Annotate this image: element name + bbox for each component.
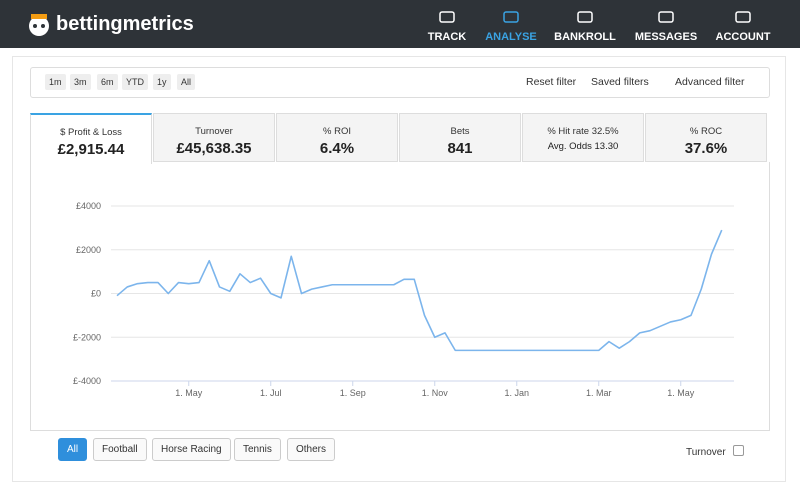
sport-button[interactable]: Others (287, 438, 336, 461)
x-tick-label: 1. Nov (422, 388, 449, 398)
nav-icon (735, 11, 751, 23)
filter-action[interactable]: Saved filters (591, 76, 649, 88)
x-tick-label: 1. Jul (260, 388, 282, 398)
sport-button[interactable]: Football (93, 438, 147, 461)
turnover-checkbox[interactable] (733, 445, 744, 456)
period-button[interactable]: YTD (122, 74, 148, 90)
nav-item[interactable]: ANALYSE (466, 0, 556, 48)
filter-action[interactable]: Reset filter (526, 76, 577, 88)
tab-value: £2,915.44 (57, 141, 125, 158)
chart-panel: £-4000 £-2000 £0 £2000 £4000 1. May 1. Jul 1. S… (30, 162, 770, 431)
tab-label: % ROI (323, 126, 351, 137)
metric-tab[interactable]: $ Profit & Loss £2,915.44 (30, 113, 152, 164)
period-button[interactable]: 6m (97, 74, 118, 90)
tab-label: $ Profit & Loss (60, 127, 122, 138)
x-tick-label: 1. Sep (340, 388, 366, 398)
content-frame (12, 56, 786, 482)
y-tick-label: £2000 (76, 245, 101, 255)
x-tick-label: 1. Jan (504, 388, 529, 398)
x-tick-label: 1. May (667, 388, 695, 398)
tab-label: Bets (450, 126, 470, 137)
nav-item[interactable]: ACCOUNT (698, 0, 788, 48)
metric-tab[interactable]: Turnover £45,638.35 (153, 113, 275, 162)
nav-item[interactable]: BANKROLL (540, 0, 630, 48)
nav-icon (577, 11, 593, 23)
period-button[interactable]: All (177, 74, 196, 90)
nav-label: TRACK (427, 31, 467, 43)
period-button[interactable]: 1y (153, 74, 171, 90)
nav-item[interactable]: TRACK (402, 0, 492, 48)
x-tick-label: 1. May (175, 388, 203, 398)
nav-icon (658, 11, 674, 23)
tab-label: % ROC (689, 126, 723, 137)
brand[interactable]: bettingmetrics (56, 13, 194, 35)
y-tick-label: £0 (91, 289, 101, 299)
tab-value: 37.6% (684, 140, 728, 157)
filter-action[interactable]: Advanced filter (675, 76, 745, 88)
tab-value: Avg. Odds 13.30 (547, 141, 619, 152)
sport-button[interactable]: Horse Racing (152, 438, 231, 461)
x-tick-label: 1. Mar (586, 388, 612, 398)
period-button[interactable]: 1m (45, 74, 66, 90)
sport-button[interactable]: Tennis (234, 438, 281, 461)
turnover-label[interactable]: Turnover (686, 447, 726, 458)
nav-label: MESSAGES (634, 31, 698, 43)
line-series (116, 229, 723, 352)
nav-item[interactable]: MESSAGES (621, 0, 711, 48)
tab-label: Turnover (195, 126, 233, 137)
logo (29, 14, 49, 36)
sport-button[interactable]: All (58, 438, 88, 461)
tab-value: £45,638.35 (176, 140, 252, 157)
nav-label: ANALYSE (485, 31, 537, 43)
metric-tab[interactable]: Bets 841 (399, 113, 521, 162)
nav-label: ACCOUNT (715, 31, 771, 43)
chart: £-4000 £-2000 £0 £2000 £4000 1. May 1. Jul 1. S… (73, 201, 734, 398)
nav-icon (503, 11, 519, 23)
period-button[interactable]: 3m (70, 74, 91, 90)
header: bettingmetrics TRACK ANALYSE BANKROLL MESSA… (0, 0, 800, 48)
y-tick-label: £-4000 (73, 376, 101, 386)
nav-label: BANKROLL (554, 31, 616, 43)
tab-value: 841 (447, 140, 473, 157)
nav-icon (439, 11, 455, 23)
metric-tab[interactable]: % Hit rate 32.5% Avg. Odds 13.30 (522, 113, 644, 162)
tab-value: 6.4% (319, 140, 355, 157)
tab-label: % Hit rate 32.5% (547, 126, 619, 137)
y-tick-label: £4000 (76, 201, 101, 211)
metric-tab[interactable]: % ROC 37.6% (645, 113, 767, 162)
y-tick-label: £-2000 (73, 332, 101, 342)
metric-tab[interactable]: % ROI 6.4% (276, 113, 398, 162)
